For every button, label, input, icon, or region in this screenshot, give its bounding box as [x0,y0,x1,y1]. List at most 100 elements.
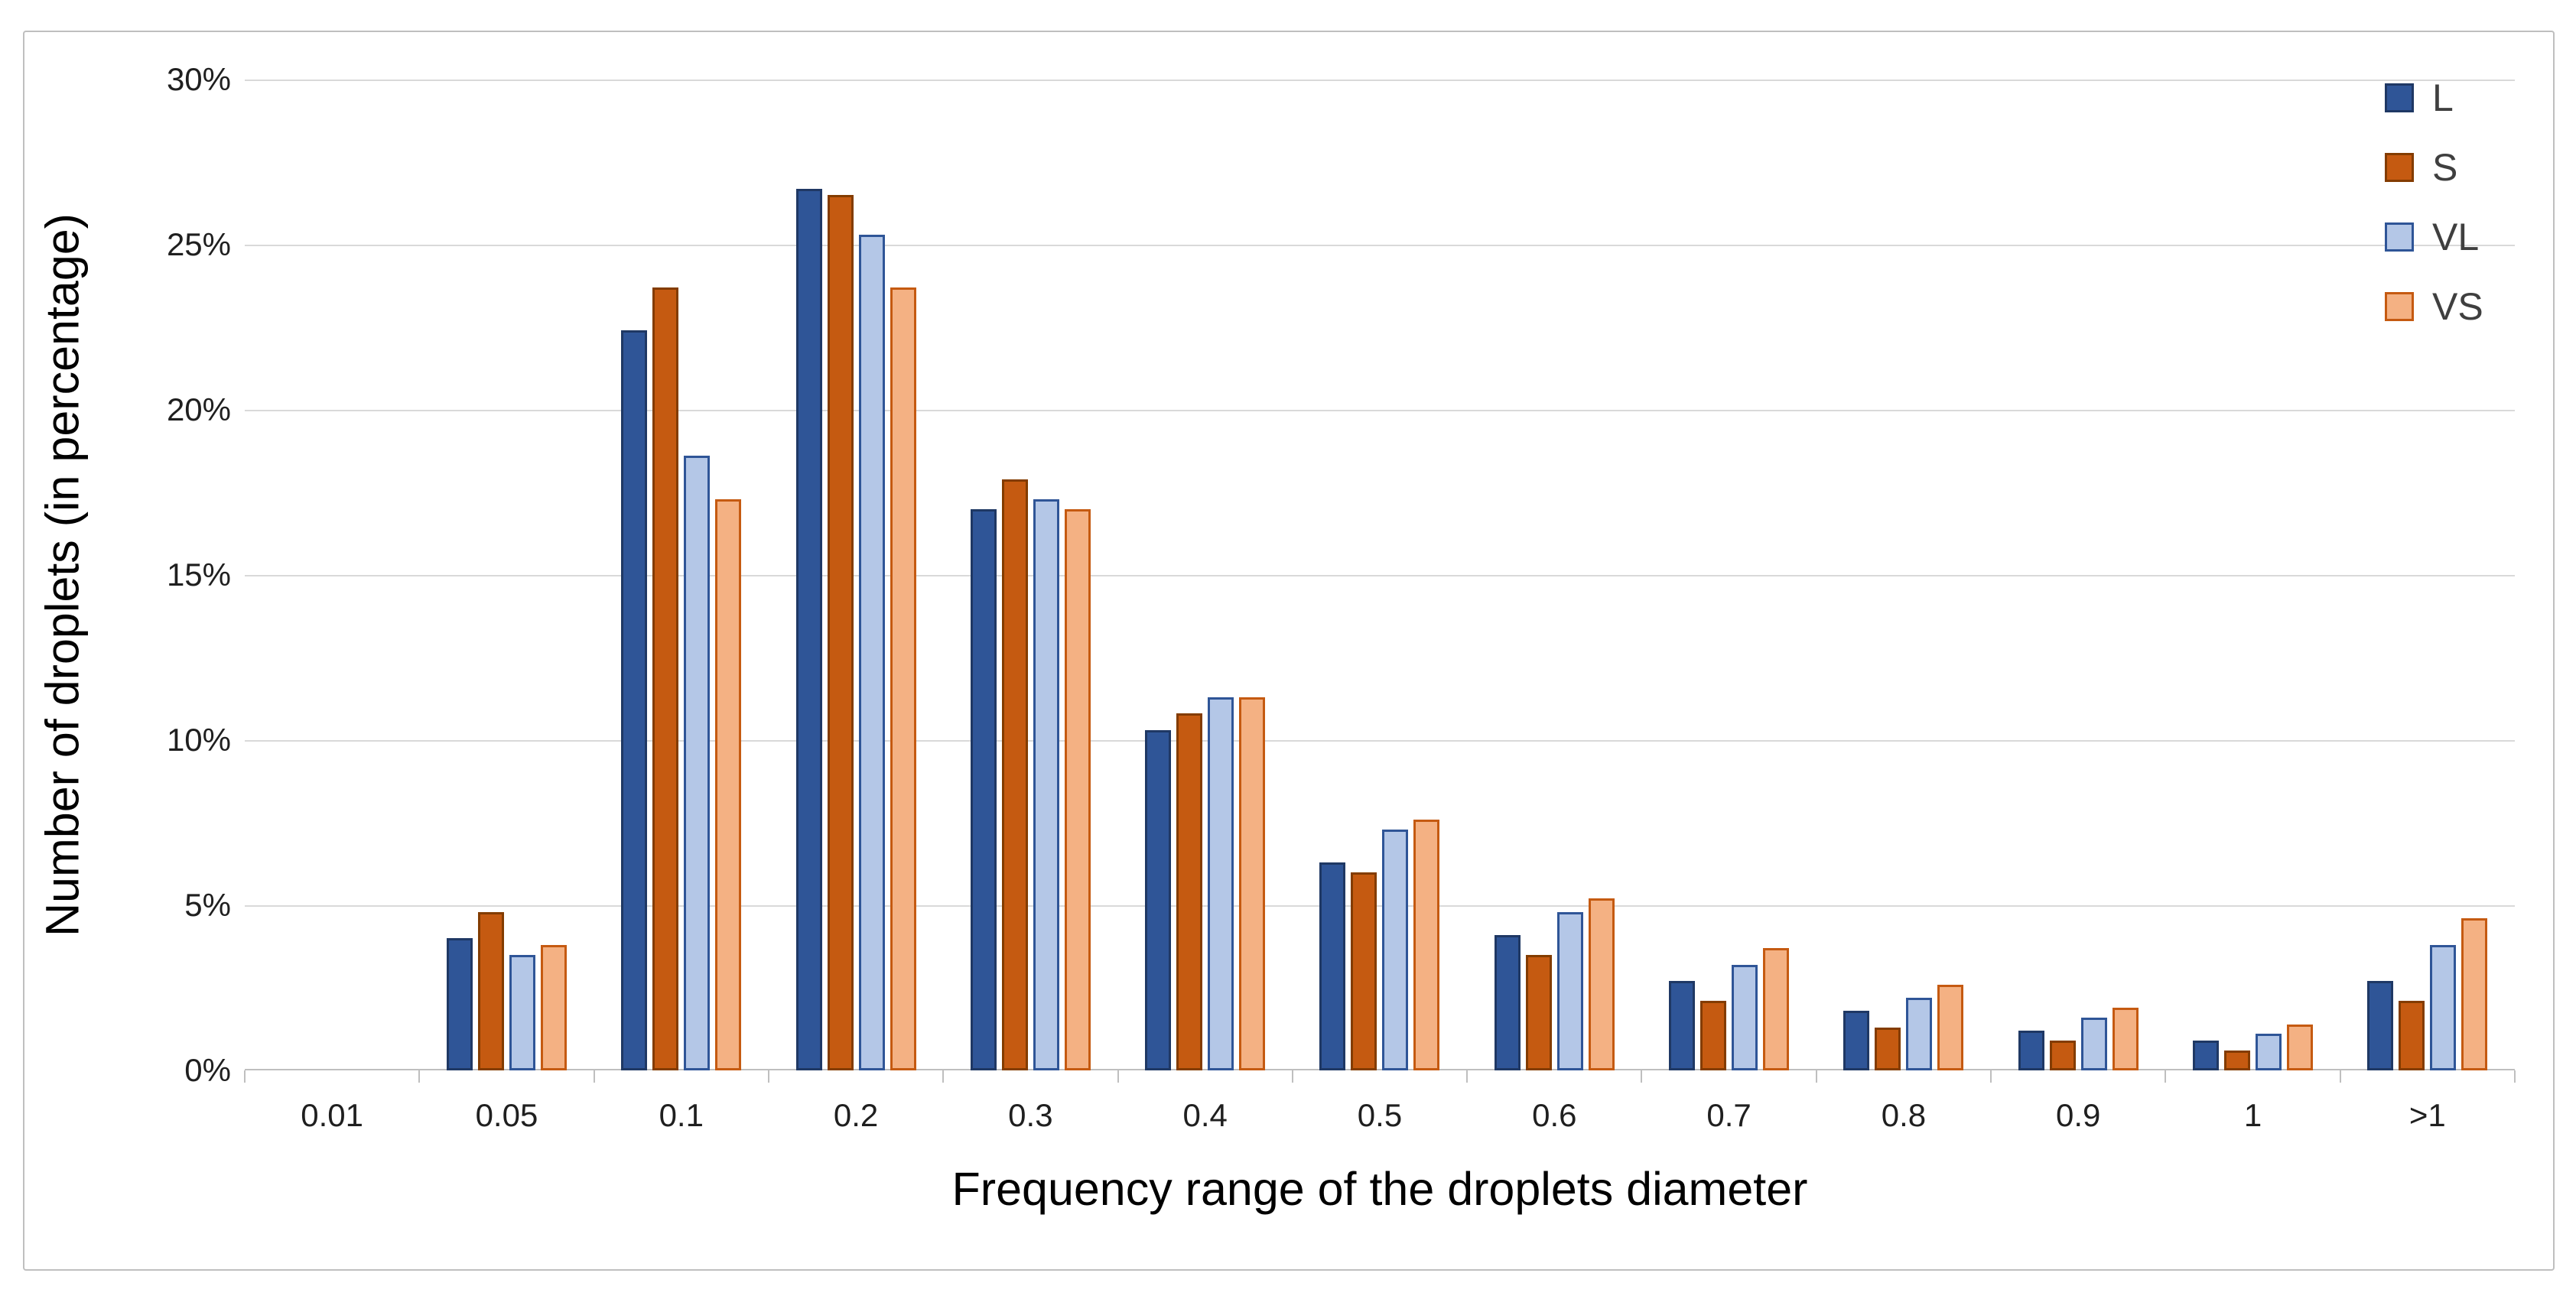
x-axis-tick [1291,1070,1293,1083]
bar-L-0.5 [1319,862,1346,1070]
bar-VL-0.4 [1208,697,1234,1070]
x-tick-label: 0.9 [2056,1097,2101,1133]
legend: L S VL VS [2385,76,2483,359]
x-tick-label: 0.01 [301,1097,364,1133]
bar-S-0.3 [1001,479,1028,1070]
y-tick-label: 30% [166,61,231,97]
plot-area [244,80,2516,1083]
bar-VS-0.6 [1588,898,1615,1070]
x-axis-tick [1815,1070,1817,1083]
bar-group [943,80,1117,1070]
bar-VS-0.2 [890,287,916,1070]
x-axis-tick [593,1070,595,1083]
legend-swatch-icon [2385,222,2414,252]
bar-group [1467,80,1641,1070]
x-axis-tick [1117,1070,1119,1083]
bar-group [594,80,769,1070]
gridline [245,575,2515,576]
bar-S-0.6 [1525,954,1552,1070]
bar-VS-0.8 [1937,984,1964,1070]
bar-VS-0.1 [715,498,742,1070]
x-axis-tick [1641,1070,1643,1083]
bar-VL-0.6 [1556,911,1583,1070]
gridline [245,245,2515,246]
bar-VS-0.3 [1064,508,1091,1070]
x-axis-tick [2339,1070,2341,1083]
x-axis-tick [1466,1070,1469,1083]
bar-L-0.2 [795,188,822,1070]
bar-VS->1 [2461,918,2488,1070]
bar-VL->1 [2430,944,2457,1070]
bar-VL-1 [2256,1034,2282,1070]
y-axis-title: Number of droplets (in percentage) [36,213,89,937]
legend-label: S [2432,146,2458,189]
legend-item-S: S [2385,146,2483,189]
bar-L-0.9 [2018,1031,2044,1070]
bar-L-0.1 [621,330,648,1070]
bar-group [1641,80,1816,1070]
legend-swatch-icon [2385,292,2414,321]
bar-L->1 [2367,981,2394,1070]
bar-L-0.05 [446,938,473,1070]
x-tick-label: 0.6 [1532,1097,1577,1133]
bar-VS-1 [2287,1024,2314,1070]
bar-VL-0.2 [858,235,885,1070]
bar-S-0.8 [1875,1027,1901,1070]
x-tick-label: 0.3 [1008,1097,1053,1133]
gridline [245,905,2515,907]
legend-item-L: L [2385,76,2483,119]
x-tick-label: 0.4 [1182,1097,1228,1133]
x-axis-tick [244,1070,246,1083]
bar-VL-0.3 [1033,498,1059,1070]
bar-S-0.5 [1351,872,1377,1070]
bar-L-0.6 [1494,934,1521,1070]
legend-item-VS: VS [2385,285,2483,328]
bar-S->1 [2399,1001,2425,1070]
x-axis-line [245,1069,2515,1070]
bar-VS-0.7 [1763,948,1790,1070]
x-axis-tick [767,1070,769,1083]
x-tick-label: 0.05 [475,1097,538,1133]
gridline [245,410,2515,411]
bar-S-0.4 [1176,713,1203,1070]
x-tick-label: 0.1 [659,1097,704,1133]
y-tick-label: 5% [184,887,231,923]
bar-group [245,80,419,1070]
x-axis-tick [418,1070,421,1083]
bar-VL-0.9 [2080,1017,2107,1070]
bar-S-0.2 [827,195,854,1070]
legend-label: VS [2432,285,2483,328]
bar-VL-0.1 [684,456,711,1070]
legend-label: VL [2432,216,2480,258]
y-tick-label: 10% [166,722,231,758]
bar-group [1118,80,1293,1070]
bar-VS-0.4 [1239,697,1266,1070]
x-tick-label: 0.8 [1881,1097,1927,1133]
x-axis-tick [1990,1070,1992,1083]
legend-swatch-icon [2385,83,2414,112]
bar-S-0.9 [2049,1041,2076,1070]
legend-item-VL: VL [2385,216,2483,258]
bar-VL-0.8 [1906,997,1933,1070]
x-axis-tick [2165,1070,2167,1083]
bar-S-1 [2224,1051,2251,1070]
bar-S-0.05 [477,911,504,1070]
bar-L-0.3 [970,508,997,1070]
bar-L-1 [2193,1041,2220,1070]
x-tick-label: 1 [2243,1097,2262,1133]
gridline [245,80,2515,81]
legend-label: L [2432,76,2454,119]
x-axis-tick [2514,1070,2516,1083]
bar-group [1817,80,1991,1070]
bar-group [1991,80,2165,1070]
x-tick-label: 0.2 [833,1097,879,1133]
y-tick-label: 25% [166,226,231,262]
bar-VL-0.05 [509,954,535,1070]
y-tick-label: 0% [184,1052,231,1088]
x-axis-tick [942,1070,945,1083]
bar-group [2340,80,2515,1070]
y-tick-label: 20% [166,391,231,427]
bar-VL-0.5 [1382,829,1409,1070]
x-tick-label: >1 [2408,1097,2446,1133]
bar-VL-0.7 [1732,964,1758,1070]
